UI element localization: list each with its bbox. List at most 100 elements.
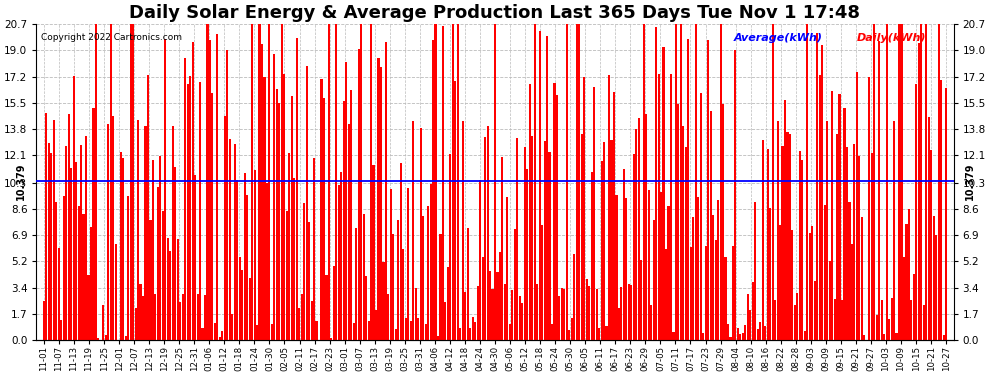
- Bar: [283, 74, 285, 340]
- Bar: [933, 216, 935, 340]
- Bar: [145, 126, 147, 340]
- Bar: [638, 118, 640, 340]
- Bar: [43, 301, 45, 340]
- Bar: [876, 315, 878, 340]
- Bar: [427, 206, 429, 340]
- Bar: [392, 234, 394, 340]
- Bar: [481, 257, 484, 340]
- Bar: [871, 153, 873, 340]
- Bar: [451, 24, 454, 340]
- Bar: [886, 24, 888, 340]
- Bar: [687, 39, 689, 340]
- Bar: [191, 42, 194, 340]
- Bar: [839, 94, 841, 340]
- Bar: [860, 217, 863, 340]
- Bar: [352, 323, 354, 340]
- Bar: [660, 192, 662, 340]
- Bar: [125, 336, 127, 340]
- Bar: [281, 24, 283, 340]
- Bar: [903, 257, 905, 340]
- Bar: [774, 300, 776, 340]
- Text: 10.379: 10.379: [16, 163, 26, 200]
- Bar: [184, 58, 186, 340]
- Bar: [784, 100, 786, 340]
- Bar: [843, 108, 845, 340]
- Bar: [506, 197, 509, 340]
- Bar: [176, 239, 179, 340]
- Bar: [476, 286, 479, 340]
- Bar: [643, 24, 644, 340]
- Bar: [548, 152, 550, 340]
- Bar: [258, 24, 260, 340]
- Bar: [695, 24, 697, 340]
- Bar: [417, 318, 419, 340]
- Bar: [219, 338, 221, 340]
- Bar: [316, 321, 318, 340]
- Bar: [380, 66, 382, 340]
- Bar: [385, 42, 387, 340]
- Bar: [940, 80, 942, 340]
- Bar: [586, 279, 588, 340]
- Bar: [82, 214, 84, 340]
- Bar: [92, 108, 94, 340]
- Bar: [611, 140, 613, 340]
- Bar: [685, 147, 687, 340]
- Bar: [896, 333, 898, 340]
- Bar: [509, 324, 511, 340]
- Bar: [581, 134, 583, 340]
- Bar: [769, 208, 771, 340]
- Bar: [923, 305, 925, 340]
- Bar: [72, 76, 74, 340]
- Bar: [692, 217, 694, 340]
- Bar: [248, 278, 250, 340]
- Bar: [311, 301, 313, 340]
- Bar: [576, 24, 578, 340]
- Bar: [633, 154, 635, 340]
- Bar: [794, 305, 796, 340]
- Bar: [536, 284, 539, 340]
- Bar: [749, 310, 751, 340]
- Bar: [690, 247, 692, 340]
- Bar: [916, 84, 918, 340]
- Bar: [616, 195, 618, 340]
- Bar: [613, 92, 615, 340]
- Bar: [756, 329, 758, 340]
- Bar: [542, 225, 544, 340]
- Bar: [355, 228, 357, 340]
- Bar: [591, 172, 593, 340]
- Bar: [164, 39, 166, 340]
- Bar: [186, 84, 189, 340]
- Bar: [303, 202, 305, 340]
- Bar: [657, 74, 659, 340]
- Bar: [171, 126, 174, 340]
- Bar: [494, 24, 496, 340]
- Bar: [449, 154, 451, 340]
- Bar: [278, 103, 280, 340]
- Bar: [759, 322, 761, 340]
- Bar: [105, 335, 107, 340]
- Bar: [247, 195, 248, 340]
- Bar: [212, 93, 214, 340]
- Bar: [898, 24, 900, 340]
- Bar: [672, 332, 674, 340]
- Bar: [712, 215, 714, 340]
- Bar: [127, 195, 130, 340]
- Bar: [446, 267, 448, 340]
- Bar: [623, 169, 625, 340]
- Bar: [194, 175, 196, 340]
- Bar: [628, 284, 630, 340]
- Bar: [603, 142, 605, 340]
- Bar: [717, 200, 719, 340]
- Bar: [531, 136, 534, 340]
- Bar: [333, 266, 335, 340]
- Bar: [375, 310, 377, 340]
- Bar: [395, 329, 397, 340]
- Bar: [816, 33, 819, 340]
- Bar: [789, 134, 791, 340]
- Bar: [229, 140, 231, 340]
- Bar: [799, 151, 801, 340]
- Bar: [50, 153, 52, 340]
- Bar: [432, 40, 434, 340]
- Bar: [466, 228, 469, 340]
- Bar: [511, 290, 514, 340]
